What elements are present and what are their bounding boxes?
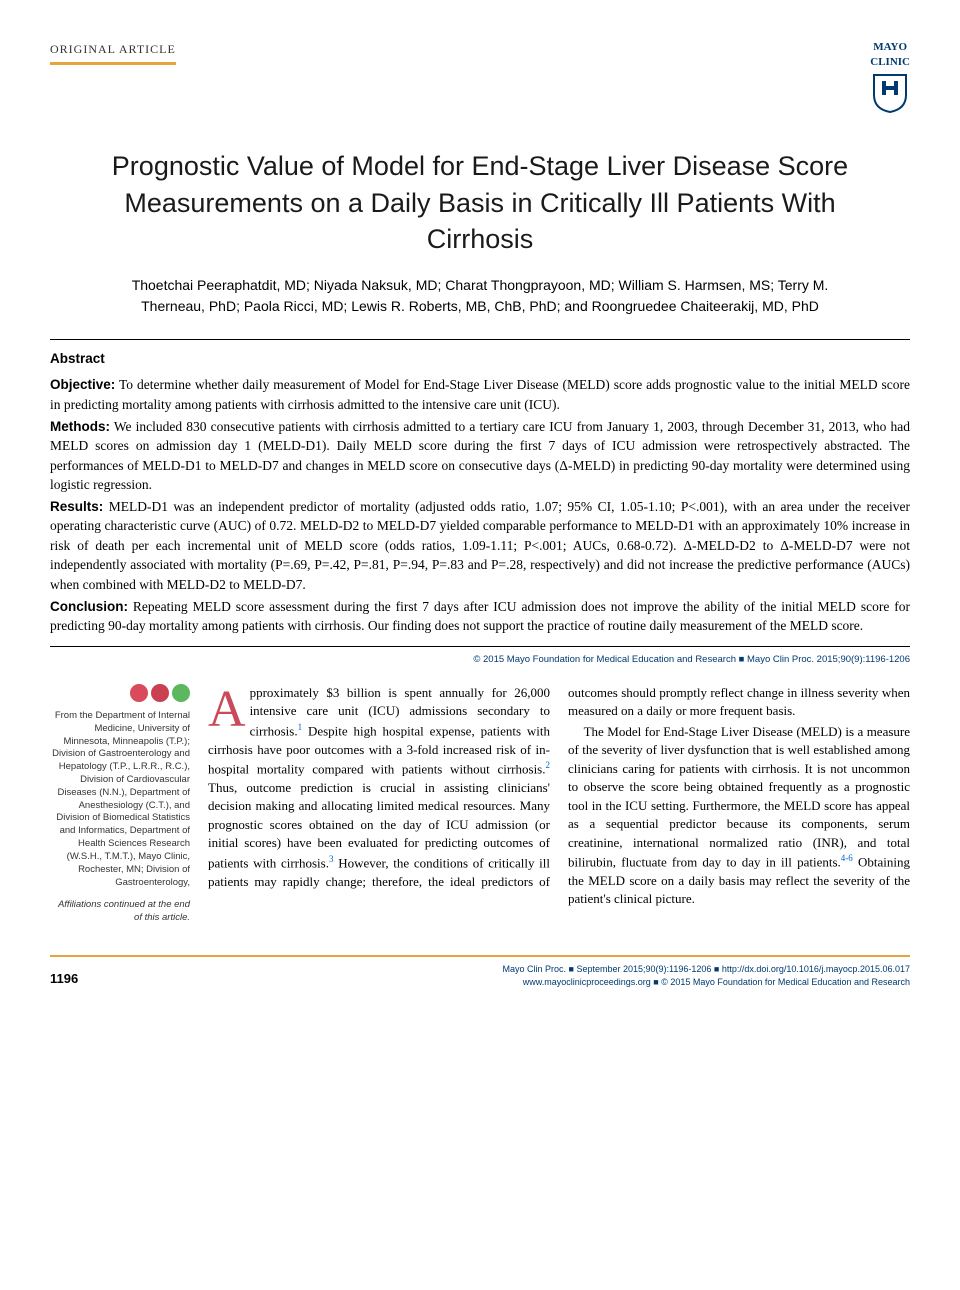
affiliations-text: From the Department of Internal Medicine… <box>50 710 190 889</box>
publisher-logo: MAYO CLINIC <box>870 40 910 118</box>
objective-text: To determine whether daily measurement o… <box>50 377 910 412</box>
abstract-conclusion: Conclusion: Repeating MELD score assessm… <box>50 597 910 636</box>
methods-label: Methods: <box>50 419 110 434</box>
results-text: MELD-D1 was an independent predictor of … <box>50 499 910 592</box>
body-para-2: The Model for End-Stage Liver Disease (M… <box>568 723 910 909</box>
article-type: ORIGINAL ARTICLE <box>50 41 176 65</box>
p2a: The Model for End-Stage Liver Disease (M… <box>568 724 910 870</box>
article-type-wrap: ORIGINAL ARTICLE <box>50 40 176 65</box>
supplementary-icons <box>50 684 190 702</box>
footer-line-1: Mayo Clin Proc. ■ September 2015;90(9):1… <box>503 963 910 976</box>
abstract-results: Results: MELD-D1 was an independent pred… <box>50 497 910 595</box>
abstract-methods: Methods: We included 830 consecutive pat… <box>50 417 910 495</box>
footer-line-2: www.mayoclinicproceedings.org ■ © 2015 M… <box>503 976 910 989</box>
footer-citation: Mayo Clin Proc. ■ September 2015;90(9):1… <box>503 963 910 988</box>
abstract-box: Abstract Objective: To determine whether… <box>50 339 910 646</box>
dropcap: A <box>208 684 250 732</box>
conclusion-text: Repeating MELD score assessment during t… <box>50 599 910 634</box>
page-number: 1196 <box>50 970 78 988</box>
article-title: Prognostic Value of Model for End-Stage … <box>90 148 870 257</box>
page-footer: 1196 Mayo Clin Proc. ■ September 2015;90… <box>50 955 910 988</box>
objective-label: Objective: <box>50 377 115 392</box>
abstract-objective: Objective: To determine whether daily me… <box>50 375 910 414</box>
body-columns: From the Department of Internal Medicine… <box>50 684 910 925</box>
supp-icon-3[interactable] <box>172 684 190 702</box>
supp-icon-1[interactable] <box>130 684 148 702</box>
results-label: Results: <box>50 499 103 514</box>
methods-text: We included 830 consecutive patients wit… <box>50 419 910 493</box>
ref-4-6[interactable]: 4-6 <box>841 853 853 863</box>
affiliations-column: From the Department of Internal Medicine… <box>50 684 190 925</box>
logo-text-2: CLINIC <box>870 55 910 70</box>
copyright-line: © 2015 Mayo Foundation for Medical Educa… <box>50 653 910 666</box>
conclusion-label: Conclusion: <box>50 599 128 614</box>
affiliations-continued: Affiliations continued at the end of thi… <box>50 899 190 925</box>
author-list: Thoetchai Peeraphatdit, MD; Niyada Naksu… <box>110 275 850 317</box>
logo-text-1: MAYO <box>870 40 910 55</box>
supp-icon-2[interactable] <box>151 684 169 702</box>
ref-2[interactable]: 2 <box>546 760 551 770</box>
body-text: Approximately $3 billion is spent annual… <box>208 684 910 925</box>
header-row: ORIGINAL ARTICLE MAYO CLINIC <box>50 40 910 118</box>
mayo-shield-icon <box>872 73 908 113</box>
abstract-heading: Abstract <box>50 350 910 369</box>
